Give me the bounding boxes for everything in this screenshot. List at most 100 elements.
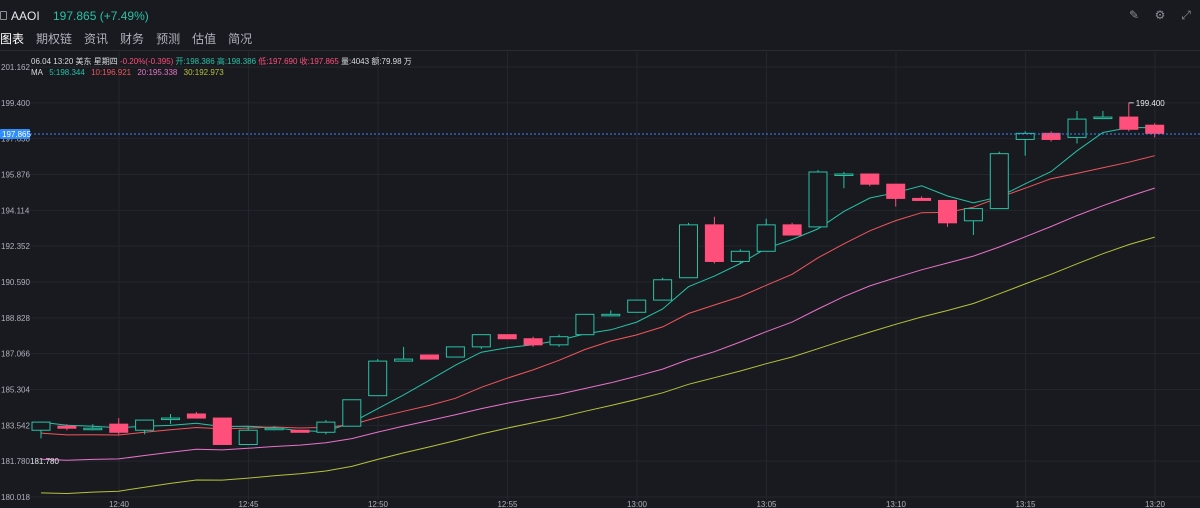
y-tick-label: 185.304 bbox=[1, 386, 30, 395]
candle bbox=[445, 346, 465, 358]
candle-body-up bbox=[342, 399, 362, 427]
candle-body-up bbox=[394, 358, 414, 362]
candle-body-up bbox=[834, 173, 854, 177]
candle bbox=[1145, 123, 1165, 138]
candle bbox=[135, 419, 155, 435]
candle-body-down bbox=[290, 429, 310, 433]
candle-body-down bbox=[1119, 116, 1139, 130]
candle bbox=[238, 426, 258, 445]
candle bbox=[704, 216, 724, 264]
candle-body-down bbox=[57, 425, 77, 429]
tab-financials[interactable]: 财务 bbox=[120, 32, 145, 46]
tab-options-chain[interactable]: 期权链 bbox=[36, 32, 73, 46]
current-price-label: 197.865 bbox=[2, 130, 31, 139]
candle bbox=[601, 310, 621, 317]
y-tick-label: 199.400 bbox=[1, 99, 30, 108]
candle bbox=[212, 417, 232, 445]
candle-body-up bbox=[679, 224, 698, 279]
candle-body-up bbox=[135, 419, 155, 431]
y-tick-label: 197.638 bbox=[1, 135, 30, 144]
candle-body-up bbox=[31, 421, 51, 431]
candle bbox=[316, 420, 336, 435]
candle bbox=[1119, 102, 1139, 132]
settings-icon[interactable]: ⚙ bbox=[1154, 8, 1166, 22]
candle-body-down bbox=[860, 173, 880, 185]
candle bbox=[963, 208, 983, 236]
x-tick-label: 13:20 bbox=[1145, 500, 1166, 508]
candle bbox=[57, 424, 77, 431]
x-tick-label: 12:50 bbox=[368, 500, 389, 508]
y-tick-label: 180.018 bbox=[1, 493, 30, 502]
y-tick-label: 190.590 bbox=[1, 278, 30, 287]
y-tick-label: 192.352 bbox=[1, 242, 30, 251]
expand-icon[interactable]: ⤢ bbox=[1181, 8, 1191, 22]
y-tick-label: 201.162 bbox=[1, 63, 30, 72]
ma30-value: 30:192.973 bbox=[183, 68, 224, 77]
info-high: 高:198.386 bbox=[216, 57, 257, 66]
candle bbox=[679, 222, 698, 279]
x-tick-label: 12:55 bbox=[497, 500, 518, 508]
candle-body-down bbox=[704, 224, 724, 262]
tab-bar: 图表 期权链 资讯 财务 预测 估值 简况 bbox=[0, 30, 252, 50]
tab-chart[interactable]: 图表 bbox=[0, 32, 25, 46]
divider bbox=[0, 50, 1200, 51]
info-datetime: 06.04 13:20 美东 星期四 bbox=[31, 57, 118, 66]
x-tick-label: 13:00 bbox=[627, 500, 648, 508]
candle bbox=[186, 411, 206, 419]
tab-forecast[interactable]: 预测 bbox=[156, 32, 181, 46]
y-tick-label: 183.542 bbox=[1, 421, 30, 430]
candle-body-up bbox=[808, 171, 828, 228]
candle-body-up bbox=[445, 346, 465, 358]
candle bbox=[342, 399, 362, 427]
candle bbox=[1067, 110, 1087, 144]
candle-body-up bbox=[1067, 118, 1087, 138]
candle bbox=[83, 424, 103, 431]
candle bbox=[264, 426, 284, 431]
tab-news[interactable]: 资讯 bbox=[84, 32, 109, 46]
candle-body-up bbox=[963, 208, 983, 222]
candle bbox=[1041, 131, 1061, 142]
tab-valuation[interactable]: 估值 bbox=[192, 32, 217, 46]
toolbar-icons: ✎ ⚙ ⤢ bbox=[1128, 8, 1192, 23]
candle-body-up bbox=[316, 421, 336, 433]
edit-icon[interactable]: ✎ bbox=[1128, 8, 1140, 22]
tab-profile[interactable]: 简况 bbox=[228, 32, 253, 46]
candle-body-up bbox=[1015, 132, 1035, 140]
candle-body-up bbox=[238, 429, 258, 445]
candle bbox=[860, 173, 880, 187]
ma20-value: 20:195.338 bbox=[137, 68, 178, 77]
candle bbox=[290, 429, 310, 433]
candle-body-up bbox=[627, 299, 647, 313]
candle bbox=[161, 413, 180, 425]
candle-body-up bbox=[83, 427, 103, 431]
info-amount: 额:79.98 万 bbox=[371, 57, 412, 66]
info-change: -0.20%(-0.395) bbox=[119, 57, 174, 66]
candle-body-down bbox=[212, 417, 232, 445]
candle bbox=[886, 183, 906, 207]
y-tick-label: 195.876 bbox=[1, 171, 30, 180]
candle bbox=[730, 249, 750, 264]
info-volume: 量:4043 bbox=[341, 57, 370, 66]
candle-body-down bbox=[186, 413, 206, 419]
candle bbox=[834, 171, 854, 189]
candle-body-up bbox=[549, 336, 569, 346]
candle bbox=[653, 277, 673, 301]
x-tick-label: 13:15 bbox=[1015, 500, 1036, 508]
candle bbox=[1015, 131, 1035, 156]
y-tick-label: 181.780 bbox=[1, 457, 30, 466]
candle-body-down bbox=[420, 354, 439, 360]
ma10-value: 10:196.921 bbox=[91, 68, 132, 77]
candle bbox=[109, 418, 129, 435]
document-icon[interactable] bbox=[0, 11, 7, 20]
y-tick-label: 188.828 bbox=[1, 314, 30, 323]
candle bbox=[1093, 110, 1113, 120]
candle bbox=[549, 334, 569, 347]
candle bbox=[782, 222, 802, 236]
x-tick-label: 13:10 bbox=[886, 500, 907, 508]
price-change: 197.865 (+7.49%) bbox=[53, 9, 149, 23]
info-close: 收:197.865 bbox=[299, 57, 339, 66]
candle bbox=[989, 151, 1009, 210]
ma-label: MA bbox=[31, 68, 43, 77]
x-tick-label: 12:45 bbox=[238, 500, 259, 508]
